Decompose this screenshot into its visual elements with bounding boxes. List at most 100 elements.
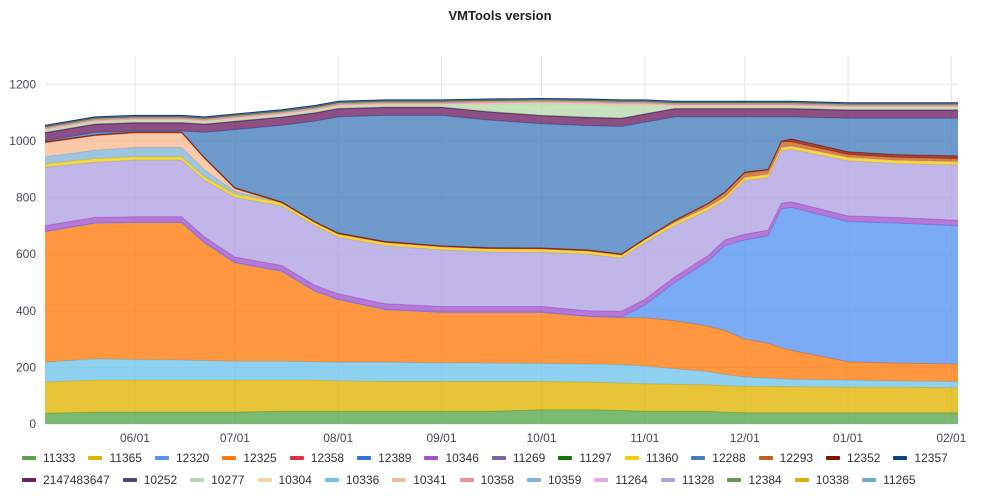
legend-label: 10252 [143, 473, 178, 487]
legend-swatch [459, 478, 474, 482]
x-tick-label: 06/01 [120, 431, 150, 445]
legend-item[interactable]: 10338 [794, 472, 850, 488]
legend-swatch [357, 456, 372, 460]
x-tick-label: 09/01 [427, 431, 457, 445]
legend-item[interactable]: 10304 [257, 472, 312, 488]
legend-swatch [893, 456, 908, 460]
x-tick-label: 01/01 [833, 431, 863, 445]
x-tick-label: 10/01 [526, 431, 556, 445]
y-tick-label: 600 [16, 247, 36, 261]
legend-label: 10358 [480, 473, 514, 487]
legend-item[interactable]: 11297 [558, 450, 612, 466]
legend-item[interactable]: 12384 [727, 472, 782, 488]
x-tick-label: 02/01 [936, 431, 966, 445]
legend-label: 10346 [445, 451, 479, 465]
area-10336 [45, 358, 958, 388]
area-10341 [45, 132, 958, 255]
x-tick-label: 12/01 [730, 431, 760, 445]
legend-swatch [660, 478, 675, 482]
legend-item[interactable]: 11264 [594, 472, 648, 488]
legend-label: 12320 [175, 451, 210, 465]
legend-swatch [324, 478, 339, 482]
legend-swatch [190, 478, 205, 482]
area-11365 [45, 380, 958, 414]
legend-label: 11328 [681, 473, 715, 487]
legend-swatch [794, 478, 809, 482]
legend-label: 2147483647 [43, 473, 110, 487]
x-tick-label: 08/01 [323, 431, 353, 445]
y-tick-label: 200 [16, 360, 36, 374]
legend-swatch [424, 456, 439, 460]
series-areas [44, 97, 959, 424]
legend-item[interactable]: 11269 [491, 450, 546, 466]
legend-item[interactable]: 11333 [22, 450, 75, 466]
legend-item[interactable]: 12357 [893, 450, 948, 466]
legend-item[interactable]: 10346 [424, 450, 479, 466]
legend-swatch [88, 456, 103, 460]
chart-title: VMTools version [448, 8, 552, 23]
legend-label: 12357 [914, 451, 948, 465]
legend-label: 12389 [378, 451, 412, 465]
legend-item[interactable]: 12320 [154, 450, 210, 466]
legend-swatch [154, 456, 169, 460]
line-12357 [44, 97, 958, 126]
legend-label: 12384 [748, 473, 782, 487]
legend-item[interactable]: 11360 [624, 450, 679, 466]
legend-label: 10338 [815, 473, 850, 487]
legend-item[interactable]: 10341 [392, 472, 447, 488]
legend-label: 12358 [310, 451, 345, 465]
x-tick-label: 11/01 [630, 431, 659, 445]
legend-swatch [289, 456, 304, 460]
legend-label: 11269 [512, 451, 546, 465]
legend-item[interactable]: 10336 [324, 472, 380, 488]
area-11333 [45, 409, 958, 424]
legend-label: 11360 [645, 451, 679, 465]
x-tick-label: 07/01 [220, 431, 250, 445]
stacked-area-chart: 0 200 400 600 800 1000 1200 06/01 07/01 08/01 09/… [9, 56, 967, 445]
legend-item[interactable]: 12293 [758, 450, 814, 466]
legend-label: 10304 [278, 473, 312, 487]
area-10277 [45, 103, 958, 133]
legend-swatch [558, 456, 573, 460]
legend-item[interactable]: 12358 [289, 450, 345, 466]
y-tick-label: 800 [16, 191, 36, 205]
legend-swatch [691, 456, 706, 460]
legend-item[interactable]: 11265 [862, 472, 916, 488]
x-axis: 06/01 07/01 08/01 09/01 10/01 11/01 12/01 01/01… [120, 431, 967, 445]
y-tick-label: 400 [16, 304, 36, 318]
legend-swatch [727, 478, 742, 482]
legend-label: 10359 [548, 473, 582, 487]
legend-swatch [491, 456, 506, 460]
area-2147483647 [45, 107, 958, 141]
legend-item[interactable]: 10359 [527, 472, 581, 488]
y-tick-label: 1000 [9, 134, 36, 148]
legend-item[interactable]: 12352 [826, 450, 880, 466]
legend-item[interactable]: 10358 [459, 472, 514, 488]
legend-swatch [594, 478, 609, 482]
area-12325 [45, 222, 958, 382]
legend-item[interactable]: 12389 [357, 450, 411, 466]
legend-swatch [826, 456, 841, 460]
legend-swatch [222, 456, 237, 460]
legend-item[interactable]: 2147483647 [22, 472, 110, 488]
legend: 11333 11365 12320 12325 12358 12389 10346 11269… [22, 450, 992, 488]
legend-item[interactable]: 12325 [222, 450, 277, 466]
legend-swatch [22, 478, 36, 482]
y-tick-label: 1200 [9, 77, 36, 91]
legend-label: 11265 [883, 473, 916, 487]
legend-item[interactable]: 11328 [660, 472, 715, 488]
area-11328 [45, 149, 958, 312]
legend-item[interactable]: 12288 [691, 450, 746, 466]
legend-label: 12293 [779, 451, 814, 465]
area-12288 [45, 115, 958, 254]
legend-swatch [257, 478, 272, 482]
legend-label: 11297 [579, 451, 612, 465]
legend-item[interactable]: 10277 [190, 472, 245, 488]
legend-item[interactable]: 11365 [88, 450, 142, 466]
legend-item[interactable]: 10252 [122, 472, 178, 488]
legend-label: 12352 [847, 451, 881, 465]
legend-label: 11333 [43, 451, 76, 465]
legend-label: 10336 [345, 473, 380, 487]
legend-label: 12288 [712, 451, 746, 465]
legend-label: 11365 [109, 451, 142, 465]
